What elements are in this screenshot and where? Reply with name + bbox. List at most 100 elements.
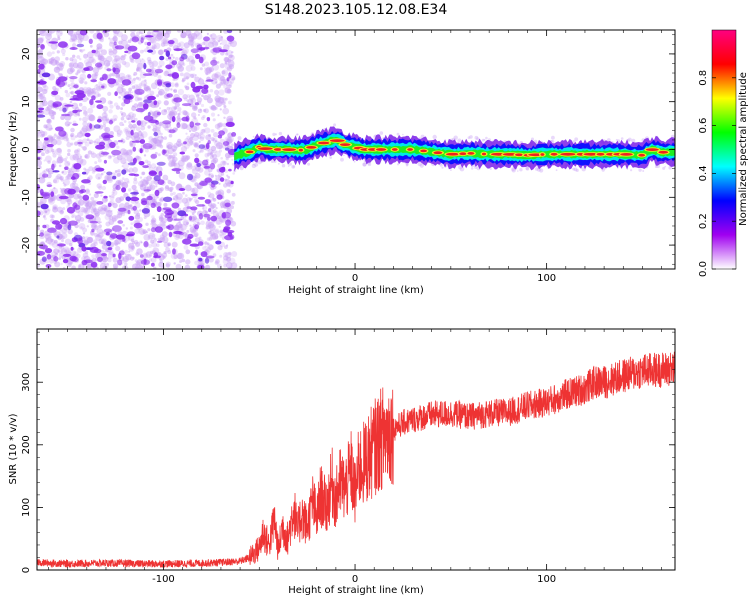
noise-speckle — [222, 258, 229, 265]
noise-speckle — [64, 89, 69, 94]
noise-speckle — [46, 58, 52, 64]
noise-speckle — [168, 162, 174, 168]
noise-speckle — [121, 112, 127, 118]
noise-speckle — [61, 47, 65, 50]
noise-speckle — [49, 259, 54, 264]
noise-speckle — [131, 245, 135, 250]
noise-blob — [123, 95, 132, 99]
noise-blob — [194, 157, 200, 164]
signal-peak-red — [298, 148, 303, 152]
noise-speckle — [111, 59, 118, 65]
noise-blob — [102, 179, 108, 185]
noise-speckle — [190, 32, 198, 40]
noise-speckle — [209, 152, 213, 156]
noise-speckle — [88, 166, 94, 172]
noise-speckle — [157, 75, 162, 80]
noise-speckle — [114, 170, 118, 173]
noise-speckle — [210, 210, 215, 215]
noise-speckle — [131, 85, 136, 89]
noise-speckle — [134, 259, 138, 263]
noise-speckle — [145, 122, 148, 125]
noise-speckle — [174, 106, 178, 110]
noise-blob — [201, 88, 209, 94]
noise-speckle — [128, 167, 134, 173]
noise-speckle — [166, 30, 170, 33]
noise-speckle — [150, 82, 158, 90]
noise-speckle — [222, 107, 230, 115]
noise-blob — [139, 254, 144, 258]
noise-speckle — [70, 34, 78, 41]
noise-speckle — [79, 130, 82, 133]
noise-blob — [59, 217, 68, 225]
noise-blob — [186, 173, 194, 181]
spectrogram-xtick-label: 100 — [537, 273, 556, 284]
noise-speckle — [218, 89, 225, 96]
noise-speckle — [108, 219, 115, 226]
noise-blob — [83, 67, 90, 71]
noise-blob — [81, 246, 87, 252]
noise-speckle — [186, 221, 189, 225]
noise-blob — [81, 171, 87, 175]
noise-speckle — [180, 142, 184, 146]
noise-speckle — [50, 127, 54, 130]
noise-speckle — [60, 198, 66, 205]
noise-speckle — [217, 163, 223, 169]
noise-speckle — [212, 137, 218, 143]
signal-halo-speckle — [511, 168, 516, 173]
noise-speckle — [204, 153, 210, 158]
noise-blob — [226, 30, 233, 34]
noise-speckle — [144, 48, 149, 53]
noise-speckle — [212, 197, 217, 202]
noise-speckle — [211, 106, 217, 111]
signal-peak-red — [550, 152, 558, 156]
noise-speckle — [221, 39, 228, 46]
noise-blob — [42, 173, 49, 178]
noise-speckle — [162, 255, 166, 259]
noise-speckle — [164, 91, 168, 95]
noise-blob — [190, 48, 199, 53]
noise-speckle — [108, 37, 111, 40]
noise-blob — [55, 126, 64, 132]
noise-speckle — [110, 194, 115, 199]
noise-speckle — [210, 145, 217, 152]
noise-speckle — [120, 39, 124, 42]
noise-speckle — [166, 106, 170, 111]
noise-speckle — [170, 186, 174, 191]
noise-speckle — [177, 143, 182, 148]
noise-speckle — [105, 221, 111, 227]
noise-speckle — [185, 194, 188, 197]
noise-speckle — [166, 125, 169, 129]
noise-speckle — [161, 231, 168, 238]
noise-blob — [141, 208, 150, 214]
noise-speckle — [128, 170, 131, 173]
noise-speckle — [193, 210, 197, 213]
noise-speckle — [128, 87, 133, 92]
noise-speckle — [190, 228, 196, 235]
noise-speckle — [116, 129, 123, 136]
noise-speckle — [164, 186, 170, 192]
noise-blob — [173, 97, 183, 103]
noise-blob — [123, 98, 131, 105]
noise-blob — [67, 224, 72, 231]
noise-speckle — [199, 133, 206, 140]
noise-speckle — [113, 31, 119, 37]
noise-speckle — [122, 162, 130, 169]
noise-speckle — [156, 33, 160, 36]
noise-speckle — [121, 152, 128, 159]
noise-blob — [37, 68, 41, 75]
noise-speckle — [112, 202, 118, 209]
noise-speckle — [113, 216, 117, 219]
noise-blob — [102, 73, 108, 81]
noise-speckle — [198, 140, 201, 143]
noise-speckle — [100, 194, 103, 197]
noise-blob — [147, 49, 154, 53]
signal-halo-speckle — [441, 166, 444, 169]
noise-blob — [165, 83, 172, 88]
noise-speckle — [86, 237, 93, 243]
signal-halo-speckle — [288, 162, 292, 166]
noise-blob — [78, 189, 84, 194]
noise-speckle — [96, 141, 99, 144]
noise-speckle — [77, 114, 81, 117]
noise-speckle — [192, 105, 198, 111]
noise-speckle — [215, 81, 218, 84]
